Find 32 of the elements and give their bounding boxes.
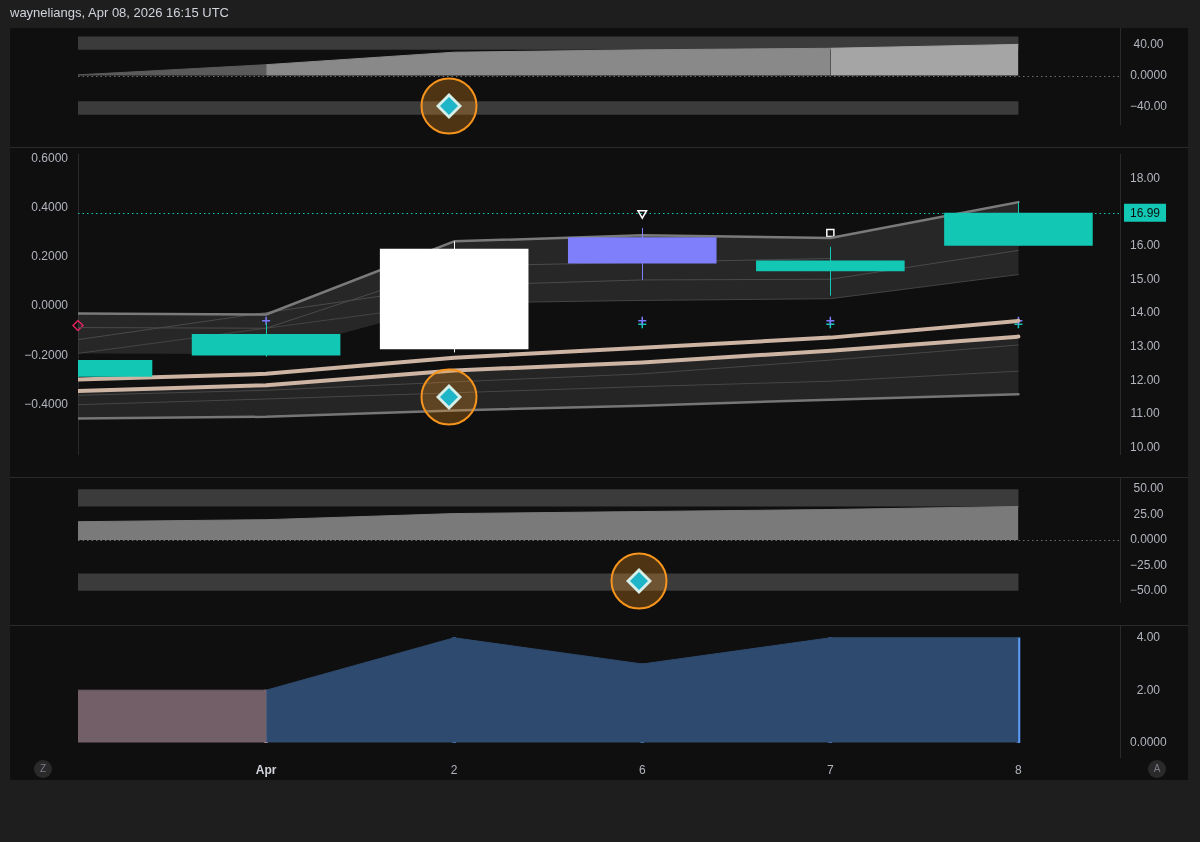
y-tick-label: 18.00	[1130, 171, 1161, 186]
y-tick-label: 0.0000	[1130, 67, 1168, 82]
y2-tick-label: −0.4000	[24, 397, 69, 412]
y-tick-label: 2.00	[1136, 682, 1161, 697]
ref-line-label: 16.99	[1130, 206, 1161, 221]
y-tick-label: −40.00	[1130, 99, 1168, 114]
y-tick-label: 25.00	[1133, 506, 1164, 521]
y2-tick-label: 0.6000	[31, 150, 69, 165]
y-tick-label: 12.00	[1130, 372, 1161, 387]
y-tick-label: 13.00	[1130, 338, 1161, 353]
y-tick-label: −50.00	[1130, 583, 1168, 598]
x-tick-label: 7	[827, 762, 834, 777]
y-tick-label: 16.00	[1130, 238, 1161, 253]
y-tick-label: 0.0000	[1130, 734, 1168, 749]
y2-tick-label: −0.2000	[24, 347, 69, 362]
y-tick-label: 50.00	[1133, 481, 1164, 496]
x-tick-label: 8	[1015, 762, 1023, 777]
y2-tick-label: 0.2000	[31, 249, 69, 264]
y-tick-label: 4.00	[1136, 630, 1161, 645]
x-tick-label: 2	[450, 762, 458, 777]
y2-tick-label: 0.0000	[31, 298, 69, 313]
y-tick-label: −25.00	[1130, 557, 1168, 572]
chart-title: wayneliangs, Apr 08, 2026 16:15 UTC	[10, 5, 229, 20]
y-tick-label: 10.00	[1130, 439, 1161, 454]
y-tick-label: 11.00	[1130, 406, 1160, 421]
y-tick-label: 14.00	[1130, 305, 1161, 320]
y-tick-label: 0.0000	[1130, 532, 1168, 547]
x-tick-label: 6	[638, 762, 646, 777]
y-tick-label: 40.00	[1133, 36, 1164, 51]
y2-tick-label: 0.4000	[31, 199, 69, 214]
y-tick-label: 15.00	[1130, 271, 1161, 286]
x-tick-label: Apr	[255, 762, 277, 777]
